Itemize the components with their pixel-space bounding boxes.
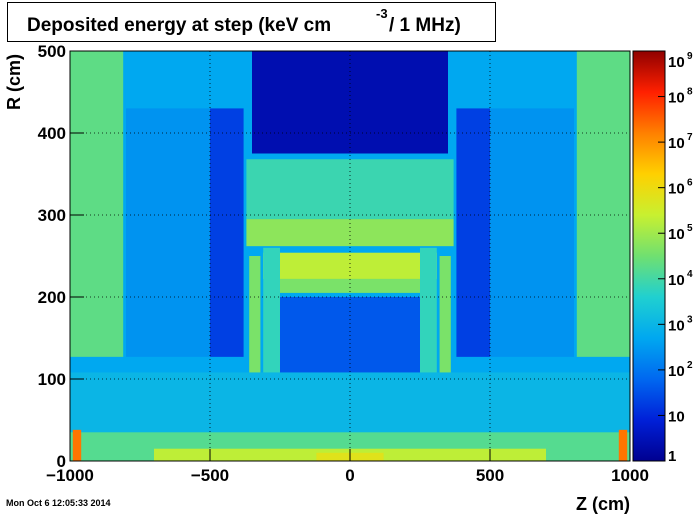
y-tick-label: 0 — [57, 452, 66, 471]
colorbar-label: 10 — [668, 272, 685, 289]
colorbar-label: 10 — [668, 408, 685, 425]
colorbar-label-exponent: 2 — [687, 360, 693, 371]
heatmap-region-16 — [439, 256, 451, 384]
heatmap-region-11 — [280, 278, 420, 293]
y-tick-label: 500 — [38, 42, 66, 61]
heatmap-region-2 — [576, 51, 630, 357]
heatmap-region-8 — [246, 159, 454, 220]
x-tick-label: 500 — [476, 466, 504, 485]
colorbar-label-exponent: 8 — [687, 87, 693, 98]
colorbar-label-exponent: 3 — [687, 314, 693, 325]
y-axis-label: R (cm) — [4, 54, 24, 110]
colorbar-label: 10 — [668, 363, 685, 380]
heatmap-region-6 — [456, 108, 490, 357]
x-axis-label: Z (cm) — [576, 494, 630, 514]
colorbar-label: 10 — [668, 226, 685, 243]
y-tick-label: 400 — [38, 124, 66, 143]
x-tick-label: −500 — [191, 466, 229, 485]
colorbar-label: 10 — [668, 54, 685, 71]
chart-title-tail: / 1 MHz) — [389, 15, 461, 36]
y-tick-label: 100 — [38, 370, 66, 389]
heatmap-region-20 — [72, 429, 82, 461]
colorbar-label-exponent: 5 — [687, 223, 693, 234]
heatmap-region-10 — [263, 252, 437, 279]
heatmap-region-4 — [490, 108, 574, 357]
chart-title: Deposited energy at step (keV cm — [27, 15, 332, 36]
colorbar-label-exponent: 7 — [687, 132, 693, 143]
colorbar-label-exponent: 4 — [687, 269, 693, 280]
heatmap-region-21 — [618, 429, 628, 461]
timestamp: Mon Oct 6 12:05:33 2014 — [6, 498, 111, 508]
colorbar-label: 10 — [668, 135, 685, 152]
x-tick-label: 1000 — [611, 466, 649, 485]
chart-title-superscript: -3 — [376, 6, 388, 21]
y-tick-label: 300 — [38, 206, 66, 225]
colorbar-label: 10 — [668, 90, 685, 107]
heatmap-region-3 — [126, 108, 210, 357]
x-tick-label: −1000 — [46, 466, 94, 485]
colorbar-label: 1 — [668, 448, 676, 465]
colorbar-label: 10 — [668, 317, 685, 334]
colorbar-label-exponent: 9 — [687, 51, 693, 62]
x-tick-label: 0 — [345, 466, 354, 485]
y-tick-label: 200 — [38, 288, 66, 307]
heatmap-region-15 — [249, 256, 261, 384]
heatmap-region-13 — [263, 247, 280, 404]
heatmap-region-7 — [252, 51, 448, 154]
heatmap-region-14 — [420, 247, 437, 404]
chart-title-box: Deposited energy at step (keV cm -3 / 1 … — [7, 2, 496, 42]
colorbar-label-exponent: 6 — [687, 178, 693, 189]
heatmap-region-5 — [210, 108, 244, 357]
heatmap-region-1 — [70, 51, 124, 357]
colorbar — [632, 50, 666, 462]
colorbar-label: 10 — [668, 181, 685, 198]
